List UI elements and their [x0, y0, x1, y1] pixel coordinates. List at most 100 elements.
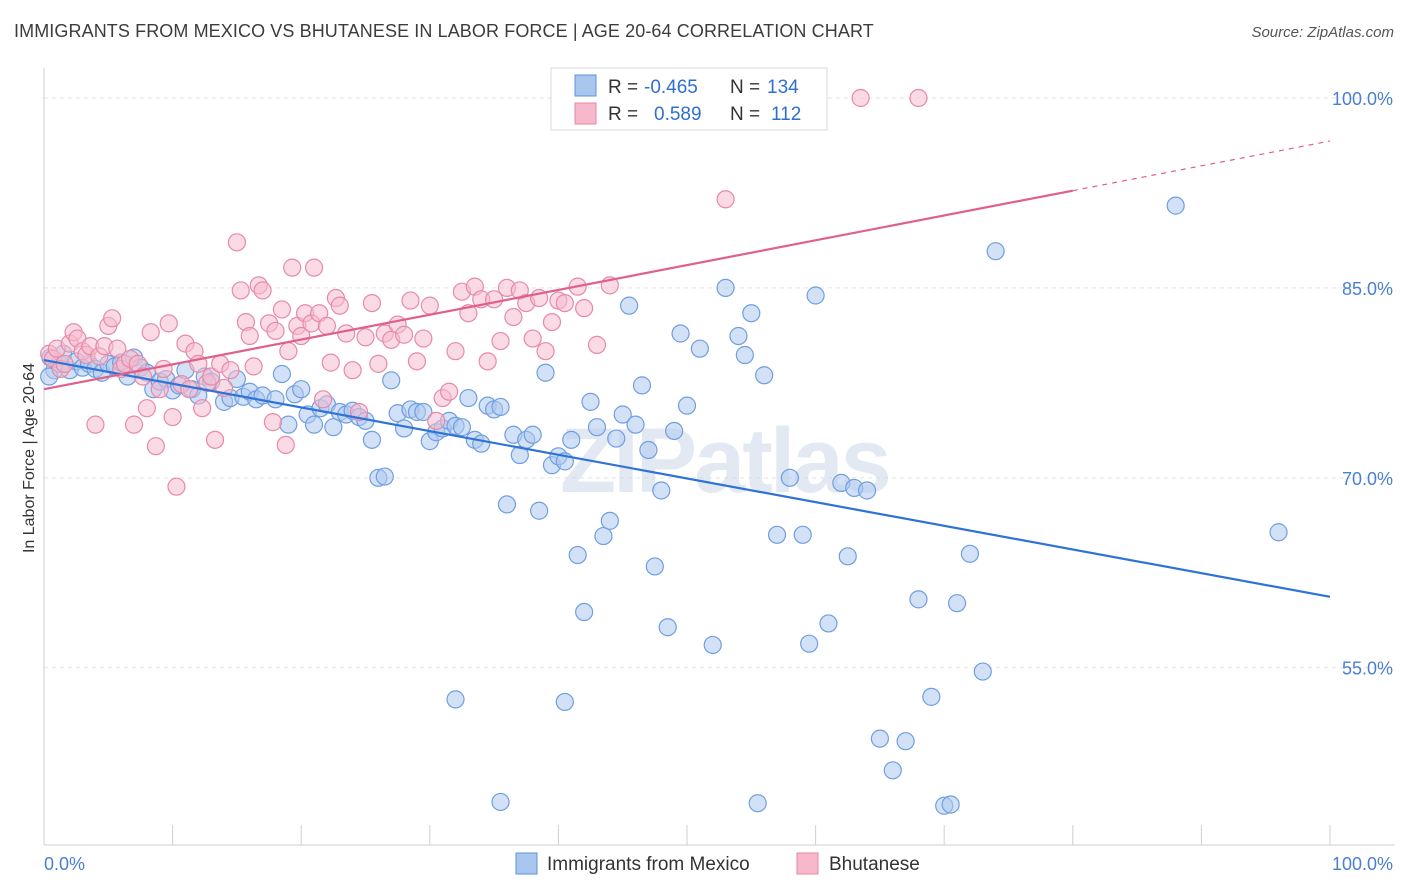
bhutanese-point-100 [542, 312, 562, 332]
mexico-point-84 [587, 418, 607, 437]
mexico-point-127 [491, 792, 510, 812]
bottom-legend-label-mexico: Immigrants from Mexico [547, 854, 750, 875]
legend-n-label-1: N = [730, 77, 760, 98]
mexico-point-83 [581, 392, 600, 411]
bhutanese-point-15 [103, 309, 122, 328]
mexico-point-130 [941, 795, 960, 814]
bhutanese-point-25 [146, 437, 165, 456]
legend-r-value-2: 0.589 [654, 104, 702, 125]
mexico-point-122 [947, 594, 967, 613]
bhutanese-point-107 [716, 190, 735, 209]
mexico-point-128 [555, 692, 574, 712]
axes [43, 68, 1395, 846]
mexico-point-111 [819, 614, 838, 633]
bhutanese-point-44 [231, 281, 250, 300]
mexico-point-38 [292, 380, 311, 399]
mexico-point-116 [870, 729, 890, 748]
mexico-point-104 [742, 304, 761, 323]
mexico-point-93 [645, 557, 664, 576]
bhutanese-point-80 [414, 329, 433, 348]
bhutanese-point-20 [124, 415, 144, 434]
bhutanese-point-68 [337, 324, 356, 343]
legend-n-label-2: N = [730, 104, 760, 125]
bhutanese-point-23 [137, 399, 156, 418]
mexico-point-118 [896, 732, 915, 751]
bhutanese-point-111 [909, 88, 928, 108]
source-label: Source: ZipAtlas.com [1251, 24, 1394, 41]
mexico-point-94 [652, 481, 671, 500]
bhutanese-point-46 [240, 326, 259, 346]
bhutanese-point-67 [330, 296, 349, 315]
mexico-point-51 [375, 467, 394, 486]
y-tick-label-1: 85.0% [1342, 279, 1393, 299]
bhutanese-point-33 [180, 380, 199, 399]
bhutanese-point-39 [205, 430, 225, 449]
bhutanese-point-102 [555, 293, 574, 313]
bhutanese-point-36 [193, 399, 212, 418]
bhutanese-point-97 [523, 329, 542, 348]
mexico-point-117 [883, 761, 902, 780]
mexico-point-64 [459, 388, 478, 408]
mexico-point-123 [960, 544, 980, 563]
mexico-point-124 [973, 662, 992, 681]
bhutanese-point-51 [263, 413, 283, 432]
bhutanese-point-64 [317, 316, 337, 335]
svg-text:ZIPatlas: ZIPatlas [560, 410, 889, 512]
legend-r-value-1: -0.465 [644, 77, 698, 98]
watermark: ZIPatlas [560, 410, 892, 512]
mexico-point-132 [1269, 523, 1288, 542]
mexico-point-102 [729, 326, 748, 346]
trend-line-mexico [43, 358, 1331, 598]
mexico-point-92 [639, 440, 658, 460]
mexico-point-131 [1166, 196, 1185, 215]
grid-lines [44, 97, 1395, 669]
mexico-point-75 [530, 501, 549, 520]
bhutanese-point-72 [362, 293, 382, 313]
mexico-point-36 [279, 415, 298, 434]
mexico-point-97 [671, 324, 690, 343]
mexico-point-43 [324, 418, 343, 437]
mexico-point-98 [677, 396, 697, 415]
bhutanese-point-82 [427, 411, 446, 430]
bhutanese-point-55 [279, 342, 298, 361]
bhutanese-point-77 [394, 325, 414, 344]
mexico-point-125 [986, 242, 1005, 261]
mexico-point-89 [620, 296, 639, 315]
mexico-point-101 [716, 278, 735, 298]
mexico-point-70 [497, 495, 517, 514]
bhutanese-point-16 [108, 339, 127, 358]
mexico-point-107 [780, 468, 799, 487]
mexico-point-82 [575, 602, 594, 622]
mexico-point-80 [562, 430, 581, 449]
mexico-point-105 [755, 366, 774, 385]
x-tick-label-0: 0.0% [44, 854, 85, 874]
trend-line-bhutanese-extrapolated [1072, 140, 1331, 192]
mexico-point-57 [414, 402, 433, 422]
trend-lines [43, 140, 1331, 598]
mexico-point-88 [613, 405, 632, 424]
y-tick-label-3: 55.0% [1342, 659, 1393, 679]
bhutanese-point-110 [851, 88, 870, 108]
mexico-point-115 [857, 481, 877, 500]
mexico-point-34 [266, 390, 285, 409]
mexico-point-108 [793, 525, 812, 544]
mexico-point-76 [536, 363, 555, 382]
mexico-point-109 [800, 634, 819, 653]
bhutanese-point-81 [420, 296, 439, 315]
x-tick-labels: 0.0% 100.0% [44, 854, 1393, 874]
mexico-point-85 [594, 526, 613, 546]
bhutanese-point-27 [154, 359, 173, 379]
bhutanese-point-24 [141, 323, 160, 342]
bhutanese-point-11 [86, 415, 105, 434]
mexico-point-49 [362, 430, 382, 449]
bhutanese-point-49 [253, 281, 272, 300]
mexico-point-81 [568, 545, 587, 565]
bhutanese-point-94 [504, 307, 523, 327]
bottom-legend-label-bhutanese: Bhutanese [829, 854, 920, 875]
y-tick-labels: 100.0% 85.0% 70.0% 55.0% [1332, 89, 1393, 679]
mexico-point-110 [806, 286, 825, 305]
bhutanese-point-61 [304, 258, 324, 277]
bhutanese-point-78 [401, 291, 420, 310]
bhutanese-point-84 [439, 382, 459, 401]
